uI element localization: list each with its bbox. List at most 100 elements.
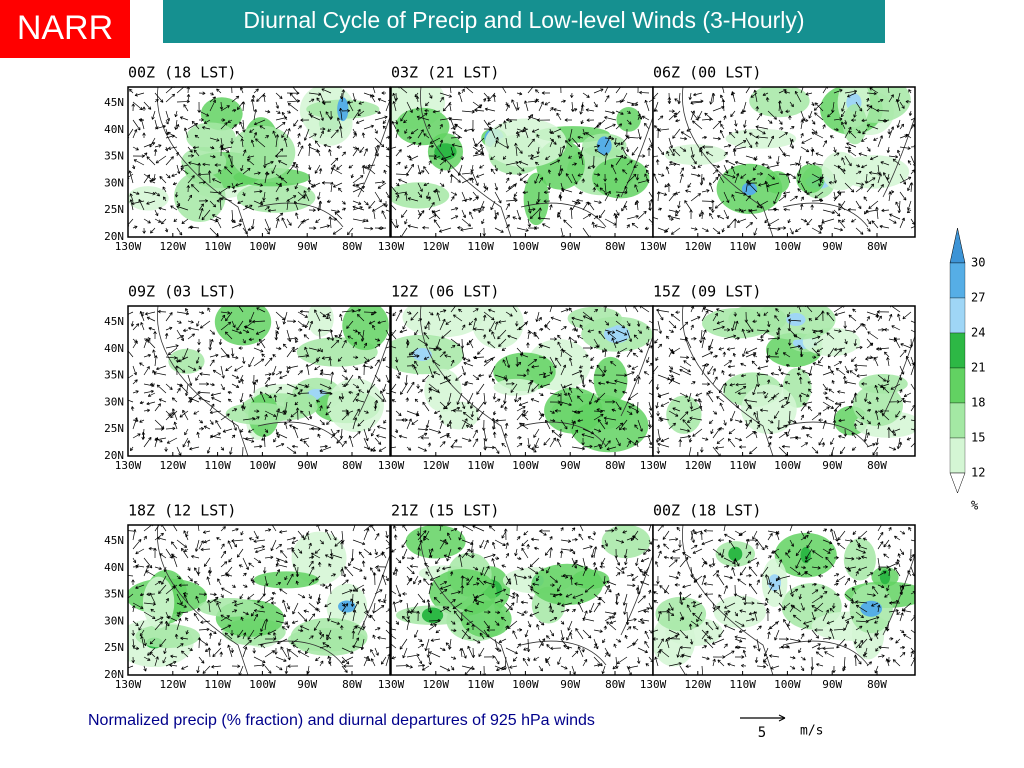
wind-arrow (401, 418, 408, 422)
wind-arrow (471, 548, 475, 558)
wind-arrow (542, 374, 551, 379)
wind-arrow (745, 601, 755, 605)
lon-label: 100W (774, 459, 801, 472)
wind-arrow (799, 346, 803, 358)
wind-arrow (741, 328, 747, 340)
wind-arrow (767, 320, 771, 328)
wind-arrow (668, 374, 674, 378)
map-content (653, 306, 915, 456)
wind-arrow (207, 647, 212, 658)
wind-arrow (581, 433, 595, 439)
wind-arrow (487, 119, 496, 125)
wind-arrow (277, 638, 288, 645)
wind-arrow (833, 556, 839, 560)
wind-arrow (639, 90, 650, 95)
wind-arrow (286, 620, 290, 629)
wind-arrow (231, 218, 236, 224)
wind-arrow (884, 626, 890, 631)
wind-arrow (231, 108, 237, 113)
wind-arrow (491, 378, 496, 385)
wind-arrow (377, 636, 387, 640)
wind-arrow (767, 173, 776, 180)
wind-arrow (324, 602, 332, 608)
wind-arrow (637, 647, 648, 654)
precip-patch (225, 402, 291, 425)
wind-arrow (734, 173, 740, 184)
wind-arrow (242, 167, 251, 175)
wind-arrow (611, 408, 617, 412)
lat-label: 35N (104, 150, 124, 163)
wind-arrow (264, 109, 271, 114)
wind-arrow (154, 427, 164, 431)
wind-arrow (571, 316, 584, 322)
wind-arrow (766, 610, 770, 622)
wind-arrow (363, 218, 369, 222)
lon-label: 90W (560, 678, 580, 691)
wind-arrow (352, 175, 364, 184)
wind-arrow (471, 623, 475, 631)
wind-arrow (560, 308, 569, 313)
wind-arrow (704, 592, 714, 596)
wind-arrow (249, 394, 255, 403)
wind-arrow (198, 397, 211, 403)
wind-arrow (382, 356, 387, 362)
wind-arrow (488, 365, 496, 378)
wind-arrow (571, 665, 576, 675)
wind-arrow (352, 147, 359, 157)
wind-arrow (176, 227, 183, 236)
wind-arrow (833, 209, 841, 217)
wind-arrow (238, 346, 244, 350)
wind-arrow (615, 557, 621, 566)
wind-arrow (557, 334, 562, 340)
wind-arrow (767, 435, 773, 440)
wind-arrow (395, 172, 409, 177)
wind-arrow (165, 660, 177, 667)
wind-arrow (299, 437, 310, 442)
wind-arrow (495, 140, 507, 148)
wind-arrow (187, 320, 194, 324)
lon-label: 100W (512, 459, 539, 472)
wind-arrow (315, 656, 321, 662)
wind-arrow (358, 101, 365, 105)
wind-arrow (806, 218, 813, 226)
wind-arrow (887, 128, 891, 135)
wind-arrow (756, 172, 763, 176)
wind-arrow (132, 605, 136, 613)
wind-arrow (457, 546, 463, 551)
wind-arrow (385, 646, 390, 649)
wind-arrow (307, 173, 312, 183)
wind-arrow (627, 392, 639, 401)
wind-arrow (297, 548, 303, 554)
wind-arrow (877, 565, 890, 569)
wind-arrow (753, 164, 758, 171)
wind-arrow (284, 665, 289, 675)
wind-arrow (679, 556, 689, 568)
wind-arrow (165, 597, 169, 604)
wind-arrow (187, 154, 195, 158)
wind-arrow (155, 155, 167, 164)
wind-arrow (727, 438, 736, 448)
wind-arrow (317, 328, 322, 340)
wind-arrow (286, 110, 291, 114)
wind-arrow (854, 363, 868, 368)
wind-arrow (685, 336, 692, 349)
wind-arrow (679, 392, 689, 398)
wind-arrow (430, 620, 441, 626)
wind-arrow (626, 617, 637, 622)
wind-arrow (457, 164, 463, 176)
wind-arrow (231, 609, 238, 613)
wind-arrow (154, 656, 159, 667)
wind-arrow (526, 638, 531, 653)
wind-arrow (899, 548, 905, 556)
wind-arrow (329, 110, 333, 120)
wind-arrow (227, 540, 233, 550)
wind-arrow (899, 191, 907, 201)
lon-label: 120W (160, 678, 187, 691)
wind-arrow (902, 399, 912, 404)
wind-arrow (789, 584, 794, 597)
wind-arrow (723, 609, 731, 614)
wind-arrow (877, 571, 887, 577)
wind-arrow (668, 365, 674, 370)
wind-arrow (883, 539, 890, 548)
